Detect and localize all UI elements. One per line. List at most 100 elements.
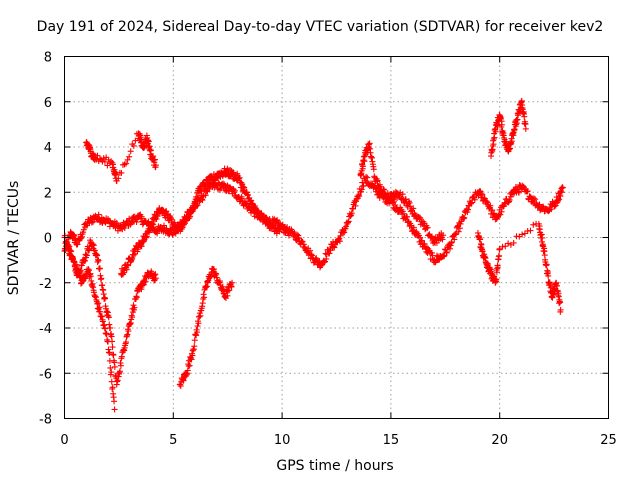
data-point [461, 214, 468, 221]
data-point [506, 198, 513, 205]
data-point [443, 249, 450, 256]
data-point [308, 251, 315, 258]
data-point [195, 320, 202, 327]
data-point [152, 275, 159, 282]
data-point [345, 218, 352, 225]
data-point [326, 250, 333, 257]
data-point [283, 225, 290, 232]
data-point [90, 218, 97, 225]
data-point [358, 186, 365, 193]
data-point [515, 189, 522, 196]
data-point [440, 232, 447, 239]
data-point [239, 181, 246, 188]
data-point [510, 239, 517, 246]
data-point [423, 244, 430, 251]
data-point [551, 203, 558, 210]
data-point [402, 196, 409, 203]
data-point [197, 312, 204, 319]
data-point [94, 252, 101, 259]
y-tick-label: 0 [44, 232, 52, 247]
data-point [460, 215, 467, 222]
data-point [126, 153, 133, 160]
data-point [184, 367, 191, 374]
data-point [360, 182, 367, 189]
data-point [115, 175, 122, 182]
data-point [557, 193, 564, 200]
data-point [417, 234, 424, 241]
data-point [131, 304, 138, 311]
data-point [439, 236, 446, 243]
data-point [530, 195, 537, 202]
data-point [198, 196, 205, 203]
data-point [133, 218, 140, 225]
data-point [85, 267, 92, 274]
data-point [404, 213, 411, 220]
y-tick-label: -4 [39, 322, 52, 337]
data-point [443, 249, 450, 256]
data-point [123, 339, 130, 346]
data-point [238, 193, 245, 200]
data-point [73, 261, 80, 268]
data-point [129, 314, 136, 321]
data-point [550, 290, 557, 297]
axis-ticks: 0 5 10 15 20 25 -8 -6 -4 -2 0 2 4 6 8 [39, 51, 617, 449]
data-point [107, 325, 114, 331]
data-point [527, 227, 534, 234]
chart-title: Day 191 of 2024, Sidereal Day-to-day VTE… [37, 19, 604, 35]
data-point [548, 206, 555, 213]
data-point [179, 224, 186, 231]
data-point [146, 229, 153, 236]
data-point [125, 262, 132, 269]
data-point [555, 293, 562, 300]
data-point [364, 174, 371, 181]
data-point [545, 272, 552, 279]
data-point [502, 243, 509, 250]
data-point [210, 266, 217, 273]
data-point [557, 306, 564, 313]
x-axis-label: GPS time / hours [276, 458, 393, 474]
data-point [355, 192, 362, 199]
data-point [110, 352, 117, 359]
data-point [107, 364, 114, 371]
y-tick-label: -6 [39, 367, 52, 382]
data-point [183, 217, 190, 224]
data-point [421, 240, 428, 247]
data-point [494, 122, 501, 129]
data-point [498, 121, 505, 128]
data-point [543, 261, 550, 268]
data-point [98, 275, 105, 282]
data-point [123, 160, 130, 167]
data-point [492, 128, 499, 135]
data-point [559, 184, 566, 191]
data-point [151, 156, 158, 163]
data-point [352, 202, 359, 209]
data-point [348, 210, 355, 217]
data-point [553, 282, 560, 289]
data-point [111, 406, 118, 413]
data-point [363, 173, 370, 180]
data-point [298, 237, 305, 244]
data-point [455, 228, 462, 235]
data-point [538, 231, 545, 238]
data-point [392, 202, 399, 209]
data-point [130, 142, 137, 149]
data-point [521, 113, 528, 120]
data-point [532, 196, 539, 203]
data-point [133, 294, 140, 301]
data-point [272, 222, 279, 229]
data-point [452, 231, 459, 238]
data-point [188, 356, 195, 363]
x-tick-label: 15 [383, 433, 400, 448]
data-point [356, 193, 363, 200]
data-point [300, 241, 307, 248]
data-point [172, 230, 179, 237]
data-point [101, 158, 108, 165]
data-point [109, 344, 116, 351]
data-point [113, 219, 120, 226]
data-point [102, 295, 109, 302]
data-point [113, 171, 120, 178]
data-point [105, 314, 112, 321]
data-point [490, 136, 497, 143]
data-point [514, 116, 521, 123]
y-tick-label: -8 [39, 413, 52, 428]
